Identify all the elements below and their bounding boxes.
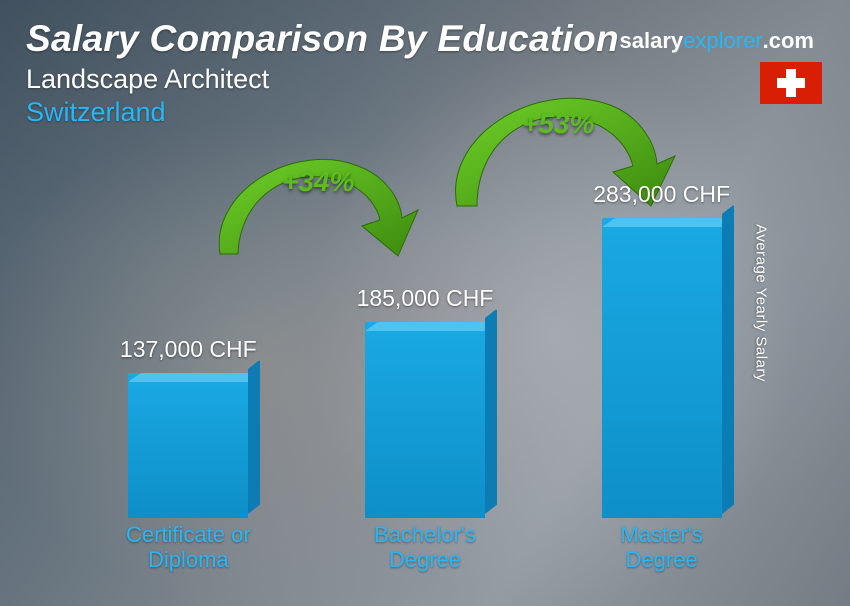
bar-value-1: 185,000 CHF bbox=[357, 285, 494, 312]
bar-group-0: 137,000 CHF bbox=[70, 336, 307, 518]
brand-part2: explorer bbox=[683, 28, 762, 53]
bar-side-2 bbox=[722, 205, 734, 514]
brand-part3: .com bbox=[763, 28, 814, 53]
bar-0 bbox=[128, 373, 248, 518]
x-label-2: Master's Degree bbox=[543, 522, 780, 578]
bar-value-0: 137,000 CHF bbox=[120, 336, 257, 363]
bar-top-1 bbox=[365, 322, 498, 331]
bar-top-0 bbox=[128, 373, 261, 382]
bar-group-2: 283,000 CHF bbox=[543, 181, 780, 518]
bar-1 bbox=[365, 322, 485, 518]
country-name: Switzerland bbox=[26, 97, 830, 128]
flag-cross-horizontal bbox=[777, 78, 805, 88]
bar-2 bbox=[602, 218, 722, 518]
increase-pct-2: +53% bbox=[522, 108, 594, 140]
bar-front-2 bbox=[602, 218, 722, 518]
bars-container: 137,000 CHF 185,000 CHF 283,000 CHF bbox=[70, 178, 780, 518]
bar-front-1 bbox=[365, 322, 485, 518]
job-title: Landscape Architect bbox=[26, 64, 830, 95]
bar-group-1: 185,000 CHF bbox=[307, 285, 544, 518]
bar-front-0 bbox=[128, 373, 248, 518]
x-axis-labels: Certificate or Diploma Bachelor's Degree… bbox=[70, 522, 780, 578]
switzerland-flag-icon bbox=[760, 62, 822, 104]
site-brand: salaryexplorer.com bbox=[620, 28, 814, 54]
bar-top-2 bbox=[602, 218, 735, 227]
bar-side-0 bbox=[248, 360, 260, 514]
bar-chart: +34% +53% 137,000 CHF 185,000 CHF bbox=[70, 148, 780, 578]
brand-part1: salary bbox=[620, 28, 684, 53]
bar-side-1 bbox=[485, 309, 497, 514]
x-label-1: Bachelor's Degree bbox=[307, 522, 544, 578]
bar-value-2: 283,000 CHF bbox=[593, 181, 730, 208]
x-label-0: Certificate or Diploma bbox=[70, 522, 307, 578]
